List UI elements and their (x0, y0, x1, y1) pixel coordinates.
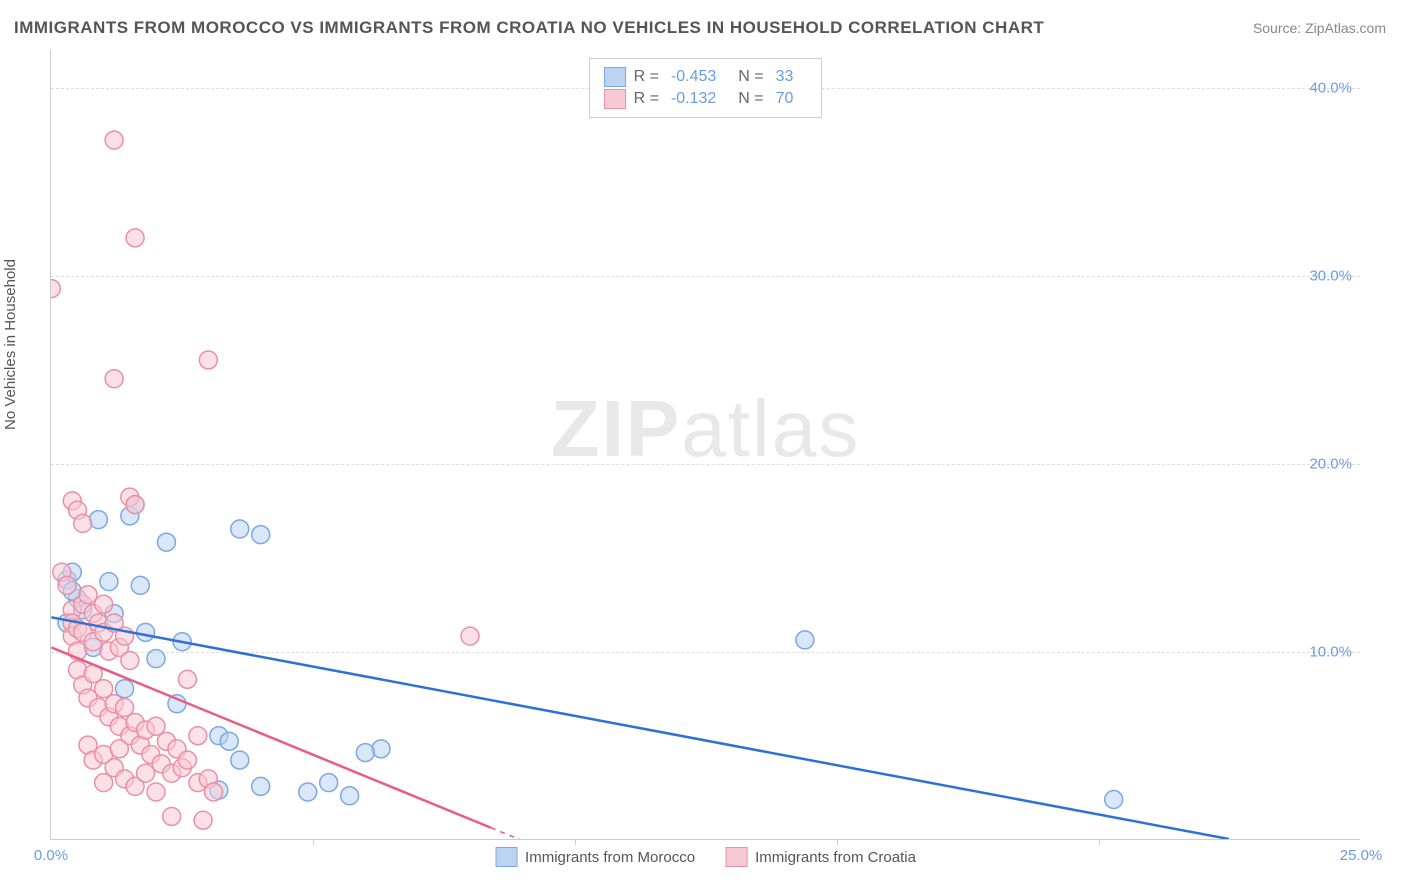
source-label: Source: ZipAtlas.com (1253, 20, 1386, 36)
legend-item-morocco: Immigrants from Morocco (495, 847, 695, 867)
x-tick-label: 25.0% (1340, 847, 1383, 864)
x-tick-label: 0.0% (34, 847, 68, 864)
gridline (51, 464, 1360, 465)
gridline (51, 652, 1360, 653)
swatch-croatia-icon (725, 847, 747, 867)
y-tick-label: 30.0% (1309, 267, 1352, 284)
series-legend: Immigrants from Morocco Immigrants from … (495, 847, 916, 867)
swatch-morocco (604, 67, 626, 87)
legend-row-croatia: R =-0.132 N =70 (604, 89, 808, 109)
y-tick-label: 20.0% (1309, 455, 1352, 472)
legend-label: Immigrants from Morocco (525, 849, 695, 866)
y-axis-label: No Vehicles in Household (2, 259, 19, 430)
scatter-svg (51, 50, 1360, 839)
chart-title: IMMIGRANTS FROM MOROCCO VS IMMIGRANTS FR… (14, 18, 1044, 38)
y-tick-label: 40.0% (1309, 79, 1352, 96)
x-tick-mark (837, 839, 838, 845)
plot-area: ZIPatlas R =-0.453 N =33 R =-0.132 N =70… (50, 50, 1360, 840)
watermark: ZIPatlas (551, 383, 860, 475)
swatch-croatia (604, 89, 626, 109)
x-tick-mark (1099, 839, 1100, 845)
x-tick-mark (575, 839, 576, 845)
correlation-legend: R =-0.453 N =33 R =-0.132 N =70 (589, 58, 823, 118)
swatch-morocco-icon (495, 847, 517, 867)
legend-row-morocco: R =-0.453 N =33 (604, 67, 808, 87)
y-tick-label: 10.0% (1309, 643, 1352, 660)
gridline (51, 276, 1360, 277)
x-tick-mark (313, 839, 314, 845)
legend-item-croatia: Immigrants from Croatia (725, 847, 916, 867)
legend-label: Immigrants from Croatia (755, 849, 916, 866)
